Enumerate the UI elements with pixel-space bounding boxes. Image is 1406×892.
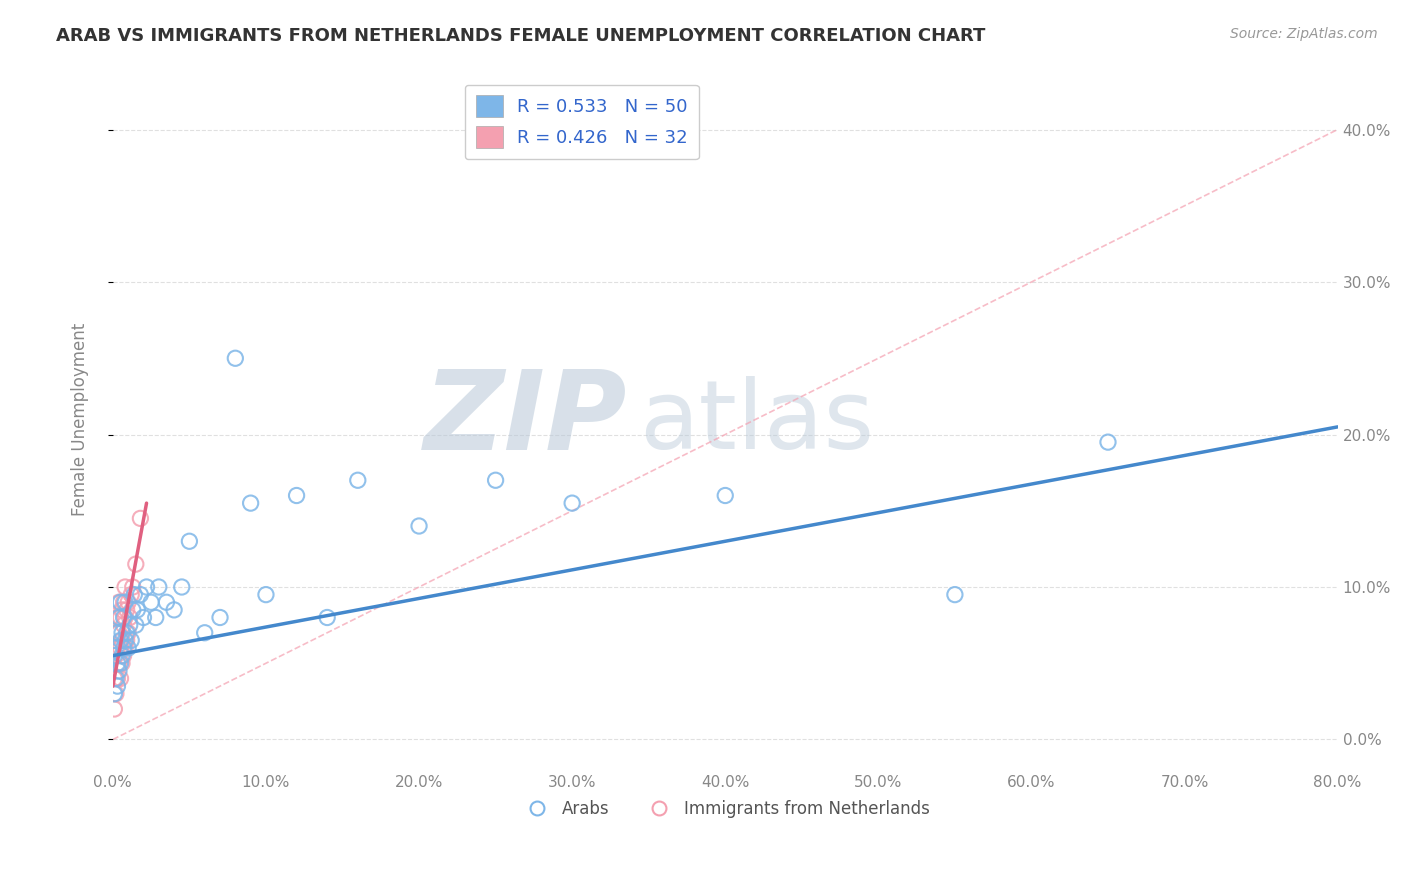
Point xyxy=(107,625,129,640)
Point xyxy=(112,595,135,609)
Text: ZIP: ZIP xyxy=(423,366,627,473)
Point xyxy=(285,489,308,503)
Point xyxy=(117,640,139,655)
Point xyxy=(224,351,246,366)
Text: atlas: atlas xyxy=(640,376,875,469)
Point xyxy=(108,657,131,671)
Point xyxy=(155,595,177,609)
Point xyxy=(120,633,142,648)
Point xyxy=(114,580,136,594)
Point xyxy=(132,610,155,624)
Point xyxy=(145,610,167,624)
Point xyxy=(104,648,127,663)
Point xyxy=(179,534,201,549)
Point xyxy=(111,603,134,617)
Point xyxy=(115,625,138,640)
Point xyxy=(561,496,583,510)
Point xyxy=(1097,435,1119,450)
Point xyxy=(111,648,134,663)
Point xyxy=(118,610,141,624)
Y-axis label: Female Unemployment: Female Unemployment xyxy=(72,323,89,516)
Point xyxy=(104,640,127,655)
Point xyxy=(121,580,143,594)
Point xyxy=(110,640,132,655)
Point xyxy=(129,511,152,525)
Point xyxy=(408,519,430,533)
Text: ARAB VS IMMIGRANTS FROM NETHERLANDS FEMALE UNEMPLOYMENT CORRELATION CHART: ARAB VS IMMIGRANTS FROM NETHERLANDS FEMA… xyxy=(56,27,986,45)
Point xyxy=(127,603,149,617)
Point xyxy=(112,618,135,632)
Point xyxy=(111,633,134,648)
Point xyxy=(114,610,136,624)
Point xyxy=(111,625,134,640)
Point xyxy=(104,687,127,701)
Point xyxy=(108,610,131,624)
Point xyxy=(114,640,136,655)
Point xyxy=(117,625,139,640)
Point xyxy=(714,489,737,503)
Point xyxy=(254,588,277,602)
Point xyxy=(110,672,132,686)
Point xyxy=(112,640,135,655)
Point xyxy=(107,657,129,671)
Point xyxy=(108,625,131,640)
Point xyxy=(110,610,132,624)
Point xyxy=(108,664,131,678)
Point xyxy=(110,595,132,609)
Point xyxy=(121,603,143,617)
Point xyxy=(103,672,125,686)
Point xyxy=(115,603,138,617)
Point xyxy=(124,588,146,602)
Point xyxy=(170,580,193,594)
Point xyxy=(484,473,506,487)
Point xyxy=(112,610,135,624)
Point xyxy=(239,496,262,510)
Point xyxy=(108,595,131,609)
Point xyxy=(114,595,136,609)
Point xyxy=(103,648,125,663)
Point xyxy=(194,625,217,640)
Point xyxy=(125,618,148,632)
Point xyxy=(125,557,148,571)
Point xyxy=(107,640,129,655)
Point xyxy=(114,633,136,648)
Point xyxy=(163,603,186,617)
Point xyxy=(111,657,134,671)
Point xyxy=(107,610,129,624)
Point xyxy=(115,633,138,648)
Text: Source: ZipAtlas.com: Source: ZipAtlas.com xyxy=(1230,27,1378,41)
Point xyxy=(110,657,132,671)
Point xyxy=(103,687,125,701)
Point xyxy=(110,633,132,648)
Point xyxy=(107,672,129,686)
Point xyxy=(346,473,368,487)
Point xyxy=(139,595,162,609)
Point xyxy=(117,595,139,609)
Point xyxy=(118,618,141,632)
Point xyxy=(104,625,127,640)
Legend: Arabs, Immigrants from Netherlands: Arabs, Immigrants from Netherlands xyxy=(513,794,936,825)
Point xyxy=(112,648,135,663)
Point xyxy=(943,588,966,602)
Point xyxy=(103,702,125,716)
Point xyxy=(120,588,142,602)
Point xyxy=(316,610,339,624)
Point xyxy=(135,580,157,594)
Point xyxy=(129,588,152,602)
Point xyxy=(104,672,127,686)
Point xyxy=(148,580,170,594)
Point xyxy=(208,610,231,624)
Point xyxy=(107,679,129,693)
